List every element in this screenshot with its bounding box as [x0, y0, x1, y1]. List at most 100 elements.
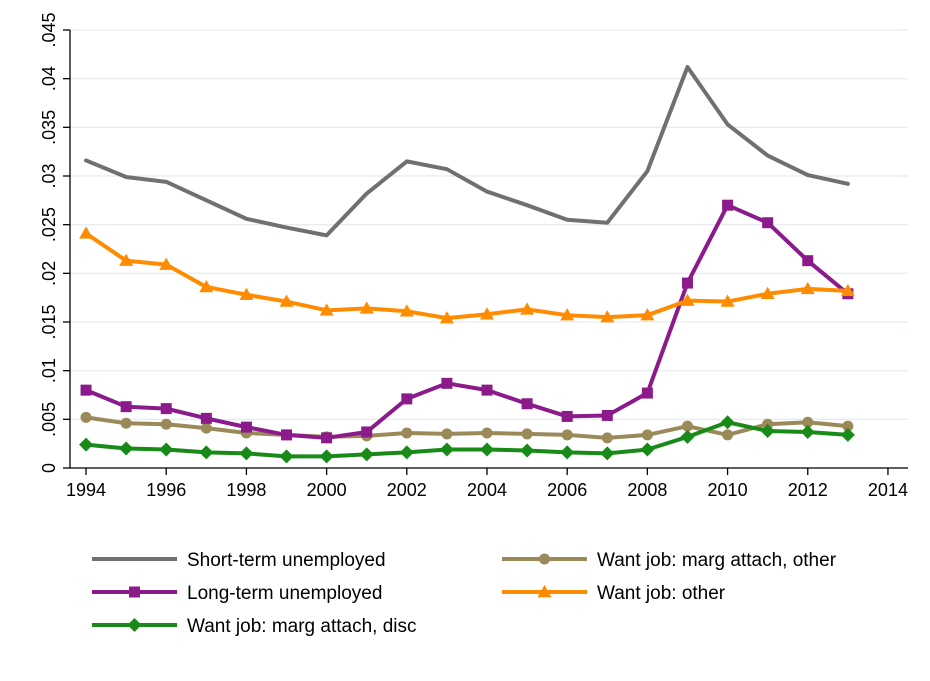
data-point [321, 432, 333, 444]
data-point [199, 279, 214, 293]
data-point [479, 307, 494, 320]
data-point [800, 281, 815, 295]
data-point [240, 421, 252, 433]
data-point [441, 377, 453, 389]
data-point [561, 410, 573, 422]
data-point [119, 253, 134, 266]
y-tick-label: .02 [39, 261, 59, 286]
series-want-job-marg-attach-disc [79, 415, 855, 464]
legend-marker [129, 586, 140, 598]
data-point [720, 415, 735, 430]
legend-item: Long-term unemployed [92, 583, 382, 604]
legend-label: Long-term unemployed [187, 583, 382, 604]
data-point [720, 294, 735, 307]
data-point [802, 255, 814, 267]
data-point [600, 446, 615, 461]
legend-marker [539, 553, 550, 565]
data-point [640, 442, 655, 457]
data-point [640, 308, 655, 321]
data-point [560, 308, 575, 321]
data-point [239, 446, 254, 461]
legend-label: Short-term unemployed [187, 550, 386, 571]
x-tick-label: 2004 [467, 480, 507, 500]
legend-label: Want job: marg attach, disc [187, 616, 417, 637]
data-point [401, 393, 413, 405]
data-point [680, 293, 695, 306]
y-tick-label: .03 [39, 163, 59, 188]
data-point [80, 384, 92, 396]
data-point [200, 422, 212, 434]
data-point [80, 411, 92, 423]
data-point [120, 417, 132, 429]
data-point [159, 442, 174, 457]
data-point [200, 412, 212, 424]
data-point [439, 311, 454, 324]
data-point [359, 301, 374, 314]
data-point [401, 427, 413, 439]
data-point [120, 401, 132, 413]
data-point [160, 418, 172, 430]
data-point [681, 420, 693, 432]
data-point [722, 199, 734, 211]
y-tick-label: .01 [39, 358, 59, 383]
gridlines [70, 29, 908, 469]
series-line [84, 64, 850, 238]
data-point [601, 432, 613, 444]
data-point [479, 442, 494, 457]
data-point [399, 304, 414, 317]
data-point [760, 286, 775, 300]
y-tick-label: .015 [39, 304, 59, 339]
legend-item: Want job: other [502, 583, 726, 604]
data-point [521, 428, 533, 440]
data-point [319, 449, 334, 464]
data-point [521, 398, 533, 410]
data-point [239, 287, 254, 300]
data-point [361, 426, 373, 438]
data-point [481, 427, 493, 439]
legend-item: Want job: marg attach, other [502, 550, 837, 571]
x-tick-label: 1996 [146, 480, 186, 500]
data-point [601, 409, 613, 421]
legend-item: Short-term unemployed [92, 550, 386, 571]
data-point [359, 447, 374, 462]
data-point [281, 429, 293, 441]
series-line [84, 415, 850, 440]
data-point [840, 427, 855, 442]
data-point [319, 303, 334, 316]
data-point [520, 443, 535, 458]
axes: 0 .005 .01 .015 .02 .025 .03 .035 .04 .045 1994 199… [39, 12, 908, 500]
y-tick-label: .035 [39, 110, 59, 145]
x-tick-label: 1994 [66, 480, 106, 500]
data-point [79, 437, 94, 452]
x-tick-label: 1998 [226, 480, 266, 500]
data-point [279, 449, 294, 464]
x-tick-label: 2012 [788, 480, 828, 500]
y-tick-label: .005 [39, 402, 59, 437]
data-point [802, 416, 814, 428]
legend: Short-term unemployed Want job: marg atta… [92, 550, 837, 637]
series-line [84, 203, 850, 440]
data-point [520, 302, 535, 315]
series-layer [79, 64, 855, 464]
data-point [641, 429, 653, 441]
data-point [561, 429, 573, 441]
legend-label: Want job: other [597, 583, 726, 604]
series-line [84, 231, 850, 321]
x-tick-label: 2006 [547, 480, 587, 500]
series-want-job-other [79, 226, 855, 324]
data-point [119, 441, 134, 456]
data-point [279, 294, 294, 307]
series-short-term-unemployed [84, 64, 850, 238]
y-tick-label: 0 [39, 463, 59, 473]
x-tick-label: 2002 [387, 480, 427, 500]
x-tick-label: 2014 [868, 480, 908, 500]
y-tick-label: .025 [39, 207, 59, 242]
data-point [481, 384, 493, 396]
series-long-term-unemployed [80, 199, 854, 444]
data-point [760, 424, 775, 439]
legend-item: Want job: marg attach, disc [92, 616, 417, 637]
legend-marker [127, 618, 142, 632]
data-point [680, 429, 695, 444]
data-point [600, 310, 615, 323]
